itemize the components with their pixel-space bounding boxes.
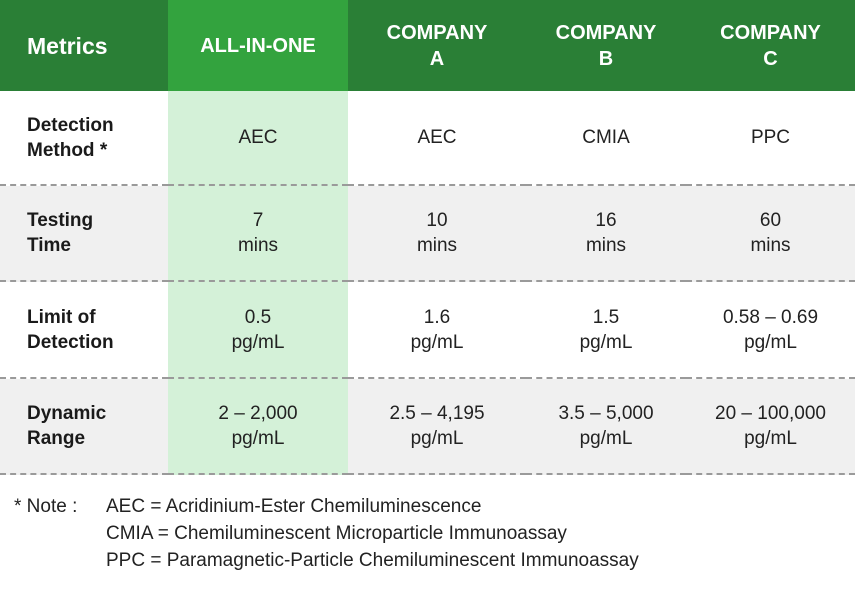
footnote-line-cmia: CMIA = Chemiluminescent Microparticle Im… <box>106 523 567 544</box>
cell-all-in-one-time: 7 mins <box>168 186 348 282</box>
header-metrics: Metrics <box>0 0 168 91</box>
footnote-line-aec: AEC = Acridinium-Ester Chemiluminescence <box>106 496 482 517</box>
header-company-a: COMPANY A <box>348 0 526 91</box>
footnote-label: * Note : <box>14 496 78 517</box>
footnote: * Note : AEC = Acridinium-Ester Chemilum… <box>14 493 639 574</box>
cell-company-a-detection: AEC <box>348 91 526 186</box>
cell-company-b-range: 3.5 – 5,000 pg/mL <box>526 379 686 475</box>
cell-company-c-detection: PPC <box>686 91 855 186</box>
cell-company-b-time: 16 mins <box>526 186 686 282</box>
cell-company-b-detection: CMIA <box>526 91 686 186</box>
header-company-b: COMPANY B <box>526 0 686 91</box>
row-label-testing-time: Testing Time <box>0 186 168 282</box>
cell-all-in-one-lod: 0.5 pg/mL <box>168 282 348 379</box>
row-label-dynamic-range: Dynamic Range <box>0 379 168 475</box>
row-label-limit-of-detection: Limit of Detection <box>0 282 168 379</box>
cell-company-a-time: 10 mins <box>348 186 526 282</box>
row-label-detection-method: Detection Method * <box>0 91 168 186</box>
cell-company-b-lod: 1.5 pg/mL <box>526 282 686 379</box>
cell-company-a-lod: 1.6 pg/mL <box>348 282 526 379</box>
header-all-in-one: ALL-IN-ONE <box>168 0 348 91</box>
cell-all-in-one-detection: AEC <box>168 91 348 186</box>
cell-company-c-range: 20 – 100,000 pg/mL <box>686 379 855 475</box>
footnote-line-ppc: PPC = Paramagnetic-Particle Chemilumines… <box>106 550 639 571</box>
cell-all-in-one-range: 2 – 2,000 pg/mL <box>168 379 348 475</box>
header-company-c: COMPANY C <box>686 0 855 91</box>
cell-company-c-lod: 0.58 – 0.69 pg/mL <box>686 282 855 379</box>
comparison-table: Metrics ALL-IN-ONE COMPANY A COMPANY B COM… <box>0 0 855 475</box>
cell-company-a-range: 2.5 – 4,195 pg/mL <box>348 379 526 475</box>
cell-company-c-time: 60 mins <box>686 186 855 282</box>
